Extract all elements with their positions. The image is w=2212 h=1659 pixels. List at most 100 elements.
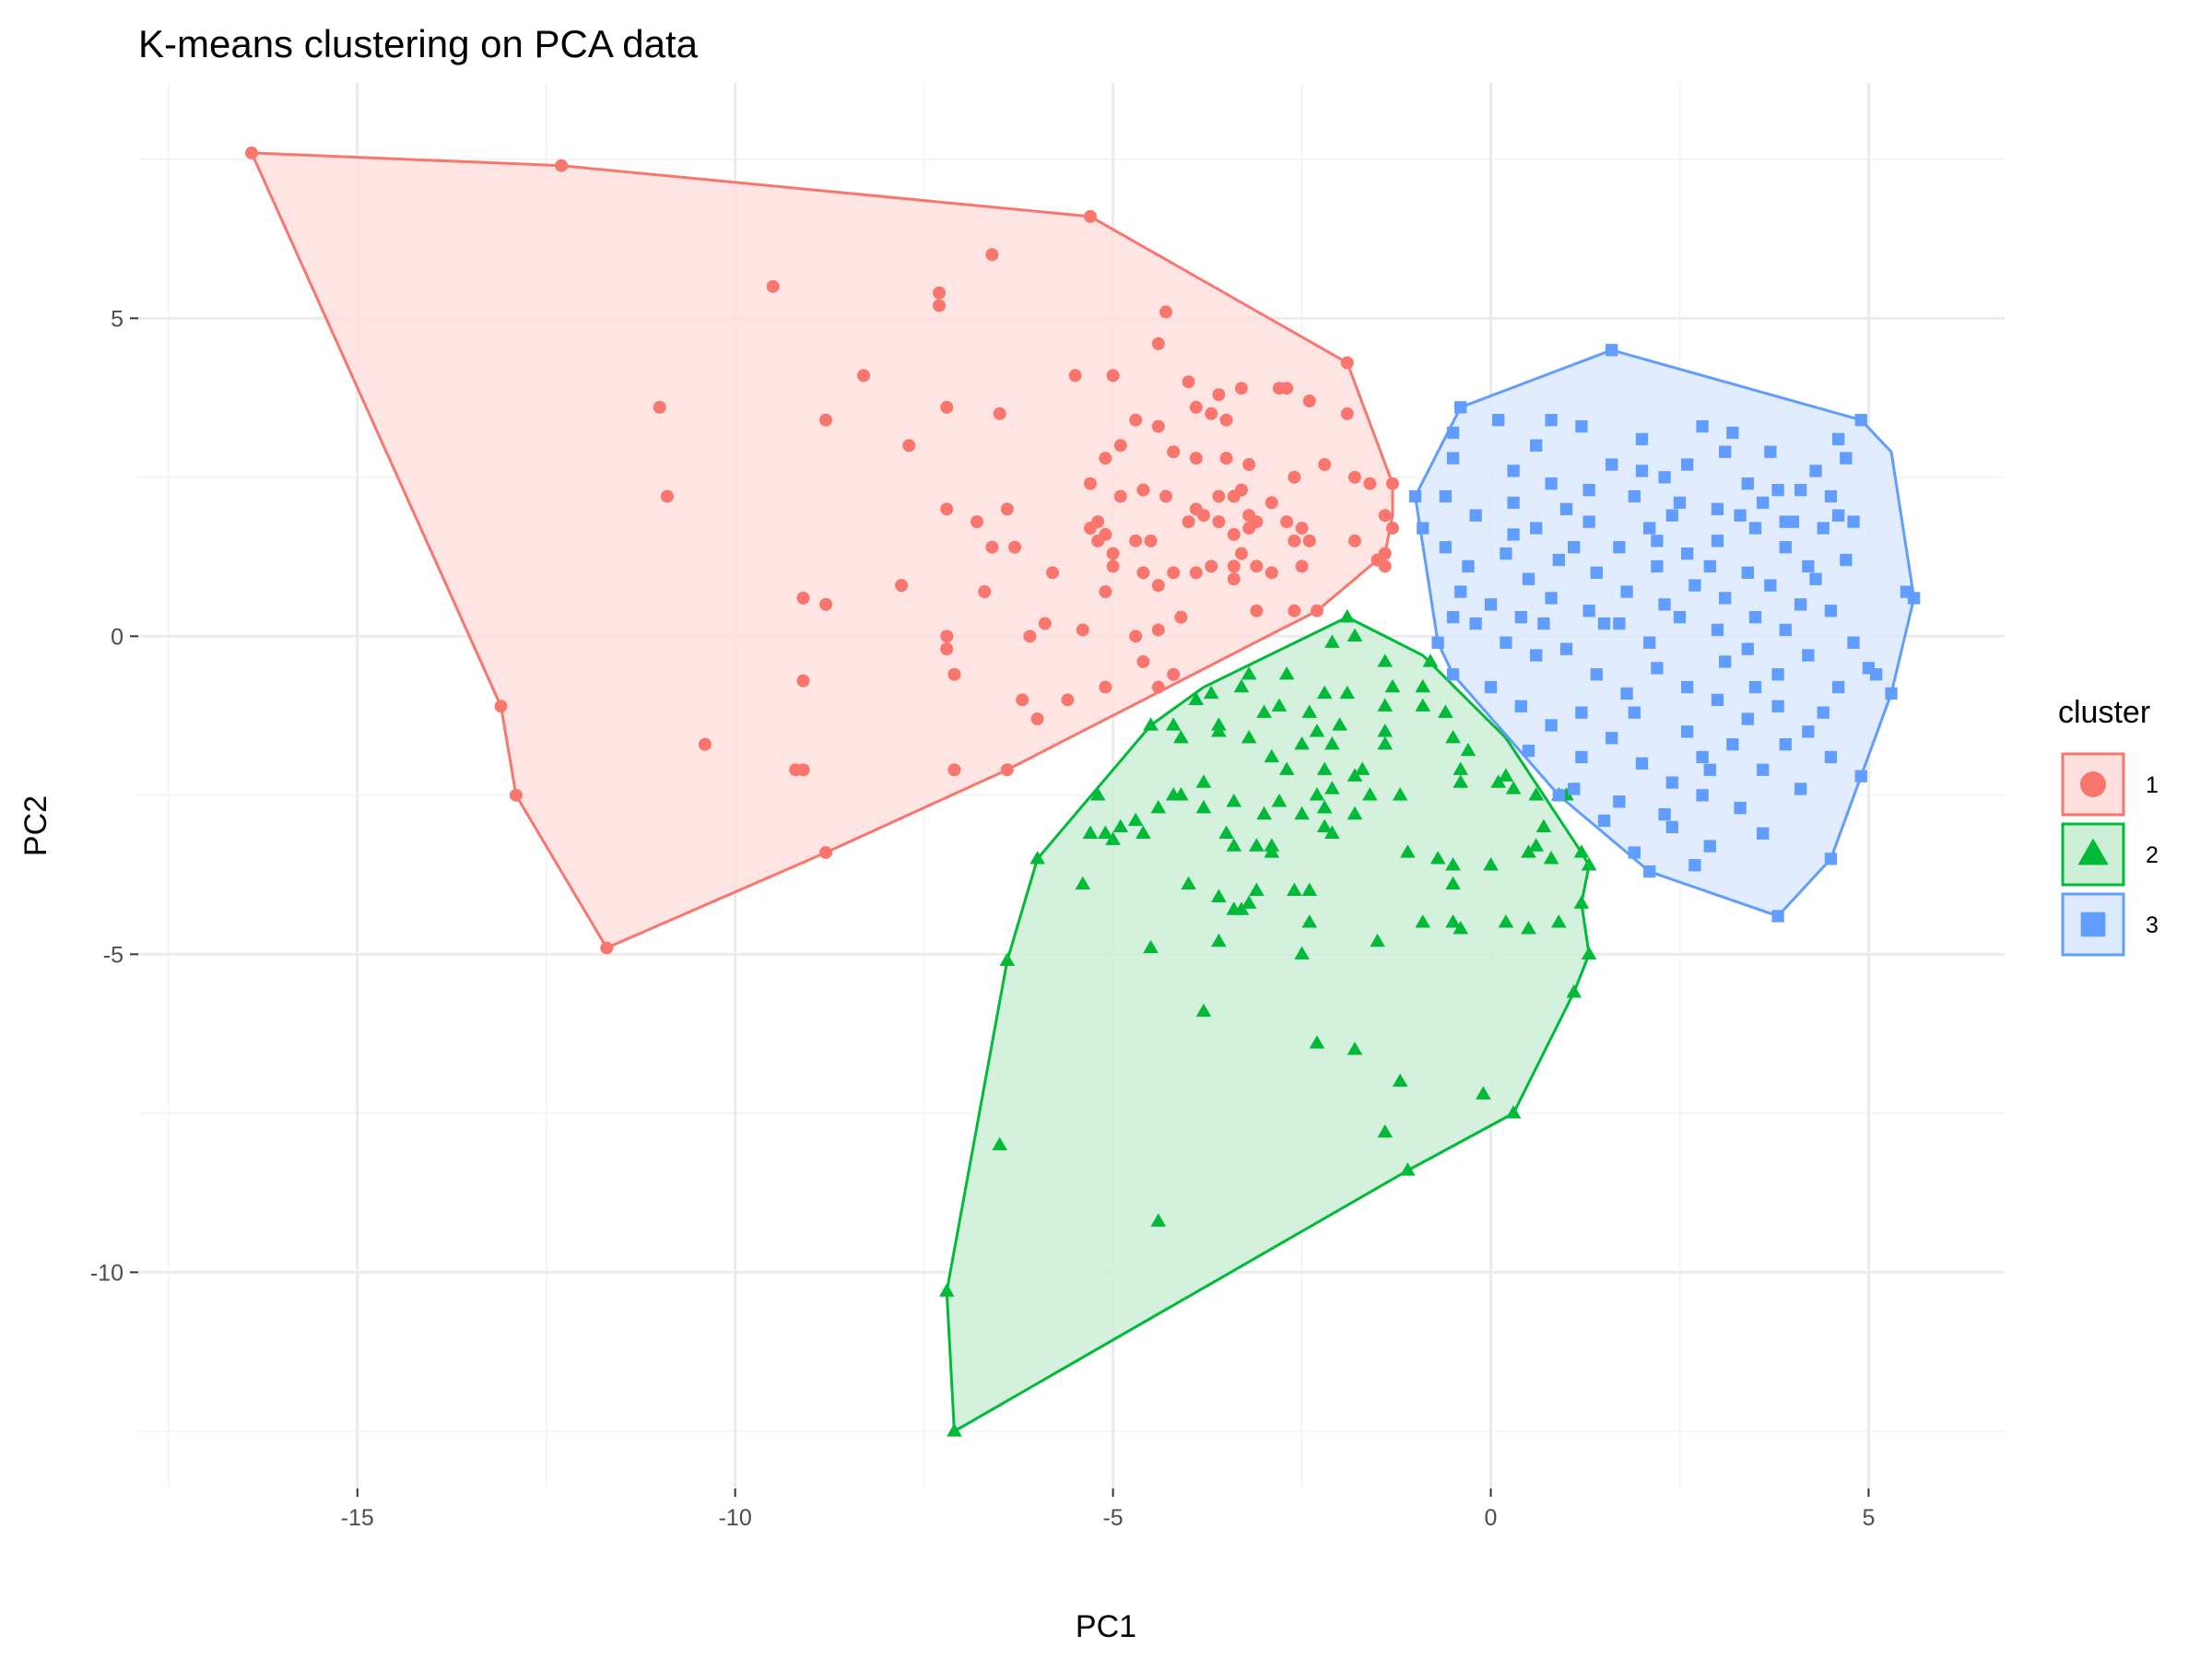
cluster-3-point bbox=[1831, 432, 1845, 446]
cluster-3-point bbox=[1635, 465, 1649, 477]
cluster-2-point bbox=[1211, 888, 1227, 902]
cluster-1-point bbox=[1167, 667, 1181, 681]
cluster-1-point bbox=[1151, 419, 1165, 433]
cluster-1-point bbox=[1182, 515, 1195, 529]
cluster-2-point bbox=[1287, 882, 1302, 897]
cluster-1-point bbox=[1250, 515, 1264, 529]
cluster-2-point bbox=[1339, 608, 1356, 623]
cluster-1-point bbox=[819, 597, 833, 611]
cluster-1-point bbox=[1385, 522, 1399, 535]
cluster-2-point bbox=[1294, 806, 1310, 820]
cluster-3-point bbox=[1446, 668, 1460, 681]
cluster-1-point bbox=[1378, 509, 1392, 523]
cluster-2-point bbox=[1256, 704, 1272, 718]
cluster-3-point bbox=[1643, 865, 1656, 878]
cluster-2-point bbox=[1438, 704, 1453, 718]
cluster-3-point bbox=[1408, 489, 1422, 503]
cluster-2-point bbox=[1573, 844, 1590, 858]
cluster-3-point bbox=[1665, 509, 1678, 522]
cluster-2-point bbox=[1505, 1105, 1522, 1119]
cluster-3-point bbox=[1522, 744, 1535, 758]
legend: cluster 1 2 3 bbox=[2058, 695, 2159, 957]
cluster-3-point bbox=[1635, 757, 1649, 770]
cluster-3-point bbox=[1552, 553, 1565, 567]
cluster-3-point bbox=[1681, 680, 1694, 694]
cluster-2-point bbox=[938, 1283, 955, 1297]
cluster-3-point bbox=[1568, 541, 1581, 554]
cluster-3-point bbox=[1757, 496, 1770, 510]
cluster-1-point bbox=[1227, 527, 1241, 541]
cluster-2-point bbox=[1089, 787, 1106, 801]
cluster-3-point bbox=[1454, 401, 1467, 414]
cluster-2-point bbox=[1316, 685, 1333, 700]
cluster-3-point bbox=[1665, 776, 1678, 789]
cluster-3-point bbox=[1613, 617, 1626, 630]
cluster-2-point bbox=[1490, 774, 1507, 788]
x-tick-label: 5 bbox=[1862, 1505, 1875, 1531]
cluster-2-point bbox=[1165, 717, 1182, 731]
cluster-3-point bbox=[1726, 737, 1739, 751]
cluster-2-point bbox=[1309, 724, 1325, 737]
cluster-2-point bbox=[1460, 742, 1477, 757]
cluster-1-point bbox=[1371, 553, 1384, 567]
cluster-3-point bbox=[1583, 483, 1595, 497]
cluster-2-point bbox=[1233, 901, 1250, 915]
cluster-3-point bbox=[1446, 610, 1460, 624]
cluster-1-point bbox=[1272, 382, 1286, 395]
cluster-2-point bbox=[1218, 825, 1234, 839]
cluster-1-point bbox=[947, 667, 961, 681]
cluster-2-point bbox=[1453, 761, 1469, 775]
cluster-3-point bbox=[1514, 610, 1527, 624]
cluster-2-point bbox=[1422, 653, 1439, 667]
cluster-3-point bbox=[1817, 706, 1830, 719]
cluster-1-point bbox=[1196, 509, 1210, 523]
cluster-2-point bbox=[1241, 729, 1257, 744]
cluster-1-point bbox=[1295, 559, 1309, 573]
cluster-3-point bbox=[1809, 572, 1822, 585]
cluster-2-point bbox=[1392, 787, 1408, 801]
cluster-hulls bbox=[250, 151, 1916, 1433]
cluster-1-point bbox=[796, 591, 810, 605]
cluster-1-point bbox=[698, 737, 712, 751]
cluster-3-point bbox=[1658, 471, 1671, 484]
cluster-3-point bbox=[1794, 598, 1807, 611]
cluster-3-point bbox=[1559, 502, 1573, 515]
cluster-1-point bbox=[1189, 452, 1203, 465]
cluster-3-point bbox=[1719, 592, 1732, 605]
cluster-3-point bbox=[1817, 522, 1830, 535]
cluster-1-point bbox=[1302, 534, 1316, 547]
cluster-1-point bbox=[1227, 559, 1241, 573]
cluster-3-point bbox=[1862, 662, 1876, 675]
cluster-3-point bbox=[1446, 426, 1460, 440]
cluster-3-point bbox=[1854, 414, 1867, 427]
cluster-2-point bbox=[1294, 946, 1310, 960]
cluster-2-point bbox=[1581, 857, 1597, 871]
cluster-3-point bbox=[1665, 820, 1678, 834]
cluster-3-point bbox=[1794, 483, 1807, 497]
cluster-1-point bbox=[1189, 400, 1203, 414]
cluster-1-point bbox=[985, 248, 999, 262]
cluster-2-point bbox=[1195, 799, 1212, 814]
cluster-3-point bbox=[1741, 477, 1754, 490]
cluster-2-point bbox=[1377, 724, 1394, 737]
cluster-2-point bbox=[1370, 933, 1385, 947]
cluster-3-point bbox=[1854, 770, 1867, 782]
cluster-3-point bbox=[1606, 732, 1618, 745]
cluster-2-point bbox=[1181, 876, 1196, 890]
cluster-2-point bbox=[1203, 685, 1219, 700]
cluster-3-point bbox=[1537, 617, 1550, 630]
cluster-2-point bbox=[1211, 933, 1227, 947]
cluster-3-point bbox=[1711, 623, 1724, 637]
cluster-3-point bbox=[1658, 598, 1671, 611]
cluster-3-point bbox=[1711, 502, 1724, 515]
cluster-2-point bbox=[1135, 825, 1151, 839]
cluster-2-point bbox=[1324, 781, 1340, 794]
y-tick-label: -10 bbox=[90, 1260, 124, 1286]
cluster-2-point bbox=[1521, 844, 1536, 858]
x-tick-label: -15 bbox=[341, 1505, 374, 1531]
cluster-1-point bbox=[1151, 680, 1165, 694]
x-axis-ticks: -15 -10 -5 0 5 bbox=[341, 1488, 1875, 1531]
cluster-2-point bbox=[1256, 806, 1272, 820]
cluster-1-point bbox=[1242, 458, 1256, 472]
